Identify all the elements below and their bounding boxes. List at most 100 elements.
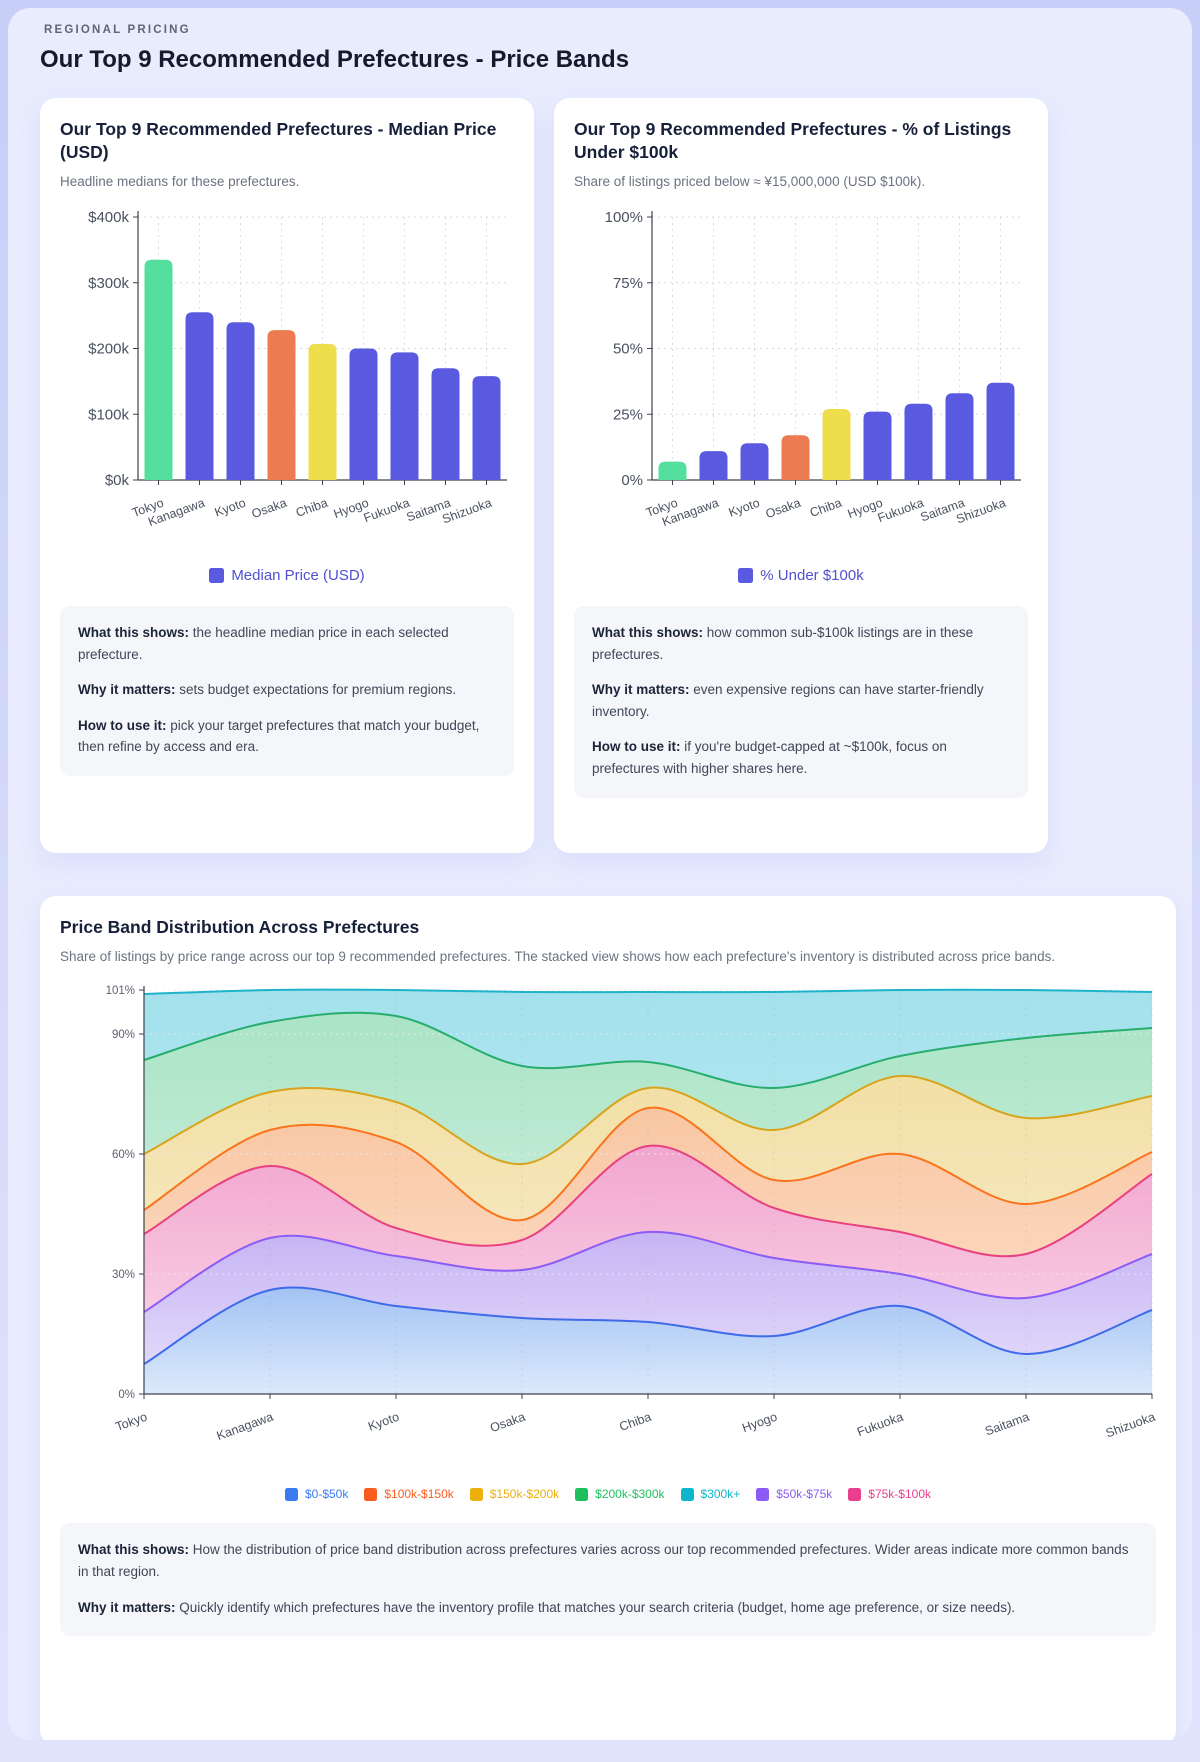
distribution-chart-legend: $0-$50k $100k-$150k $150k-$200k $200k-$300k… bbox=[60, 1487, 1156, 1501]
legend-item: $50k-$75k bbox=[756, 1487, 832, 1501]
legend-swatch bbox=[848, 1487, 862, 1501]
under100k-card-title: Our Top 9 Recommended Prefectures - % of… bbox=[574, 119, 1012, 162]
legend-item: $100k-$150k bbox=[364, 1487, 454, 1502]
top-cards-row: Our Top 9 Recommended Prefectures - Medi… bbox=[40, 98, 1160, 853]
x-tick-label: Kyoto bbox=[366, 1410, 401, 1434]
legend-swatch bbox=[680, 1487, 694, 1501]
legend-item: $300k+ bbox=[680, 1487, 740, 1501]
info-label: How to use it: bbox=[78, 717, 167, 733]
series-line-3 bbox=[143, 1107, 1153, 1222]
legend-item: $200k-$300k bbox=[575, 1487, 665, 1502]
legend-item: $75k-$100k bbox=[848, 1487, 931, 1501]
bar-kyoto bbox=[226, 322, 255, 481]
bar-saitama bbox=[431, 368, 460, 481]
legend-label: $50k-$75k bbox=[776, 1487, 833, 1502]
info-item: Why it matters: even expensive regions c… bbox=[592, 682, 984, 719]
x-tick-label: Chiba bbox=[618, 1410, 654, 1434]
series-line-0 bbox=[143, 1286, 1153, 1366]
legend-label: Median Price (USD) bbox=[231, 567, 365, 585]
series-line-6 bbox=[143, 988, 1153, 996]
section-eyebrow: REGIONAL PRICING bbox=[44, 24, 191, 36]
info-item: Why it matters: sets budget expectations… bbox=[78, 682, 457, 698]
distribution-info-box: What this shows: How the distribution of… bbox=[60, 1523, 1156, 1637]
bar-tokyo bbox=[658, 461, 687, 481]
under100k-chart-legend: % Under $100k bbox=[574, 567, 1028, 584]
info-item: What this shows: how common sub-$100k li… bbox=[592, 625, 974, 662]
y-tick-label: 0% bbox=[118, 1389, 135, 1401]
x-tick-label: Tokyo bbox=[114, 1410, 150, 1434]
median-card-title: Our Top 9 Recommended Prefectures - Medi… bbox=[60, 119, 497, 162]
area-band-0 bbox=[144, 1287, 1152, 1395]
info-item: Why it matters: Quickly identify which p… bbox=[78, 1599, 1016, 1615]
info-label: Why it matters: bbox=[78, 1599, 176, 1615]
x-tick-label: Fukuoka bbox=[855, 1410, 905, 1440]
bar-saitama bbox=[945, 393, 974, 481]
legend-label: $150k-$200k bbox=[489, 1487, 560, 1502]
legend-item: % Under $100k bbox=[738, 567, 864, 585]
y-tick-label: $300k bbox=[88, 275, 129, 292]
distribution-chart-wrap: 0% 30% 60% 90% 101% Tokyo Kanagawa Kyoto Osaka Ch… bbox=[60, 978, 1157, 1461]
legend-swatch bbox=[756, 1487, 770, 1501]
bar-shizuoka bbox=[986, 382, 1015, 481]
bar-fukuoka bbox=[390, 352, 419, 481]
info-item: How to use it: if you're budget-capped a… bbox=[592, 739, 947, 777]
bar-osaka bbox=[781, 435, 810, 481]
x-tick-label: Chiba bbox=[808, 496, 844, 520]
legend-label: $75k-$100k bbox=[868, 1487, 931, 1502]
info-label: Why it matters: bbox=[78, 682, 176, 698]
y-tick-label: $100k bbox=[88, 406, 129, 423]
legend-label: % Under $100k bbox=[760, 567, 864, 585]
median-chart-legend: Median Price (USD) bbox=[60, 567, 514, 584]
x-tick-label: Kanagawa bbox=[215, 1410, 275, 1443]
under100k-card: Our Top 9 Recommended Prefectures - % of… bbox=[554, 98, 1048, 853]
median-price-card: Our Top 9 Recommended Prefectures - Medi… bbox=[40, 98, 534, 853]
bar-tokyo bbox=[144, 259, 173, 481]
bar-fukuoka bbox=[904, 403, 933, 481]
x-tick-label: Osaka bbox=[250, 496, 289, 522]
legend-item: Median Price (USD) bbox=[209, 567, 365, 585]
legend-swatch bbox=[284, 1487, 298, 1501]
y-tick-label: $400k bbox=[88, 209, 129, 226]
y-tick-label: 30% bbox=[112, 1269, 135, 1281]
y-tick-label: 101% bbox=[106, 985, 135, 997]
info-label: How to use it: bbox=[592, 739, 681, 755]
y-tick-label: 0% bbox=[621, 472, 643, 489]
x-tick-label: Kyoto bbox=[213, 496, 248, 520]
info-label: What this shows: bbox=[592, 625, 703, 641]
bar-chiba bbox=[822, 409, 851, 481]
y-tick-label: $200k bbox=[88, 341, 129, 358]
legend-item: $0-$50k bbox=[284, 1487, 348, 1501]
bar-kyoto bbox=[740, 443, 769, 481]
y-tick-label: 60% bbox=[112, 1149, 135, 1161]
info-item: How to use it: pick your target prefectu… bbox=[78, 717, 480, 755]
info-label: What this shows: bbox=[78, 1542, 189, 1558]
series-line-2 bbox=[143, 1145, 1153, 1258]
bar-kanagawa bbox=[185, 312, 214, 481]
y-tick-label: 100% bbox=[605, 209, 643, 226]
price-band-area-chart: 0% 30% 60% 90% 101% Tokyo Kanagawa Kyoto Osaka Ch… bbox=[106, 985, 1157, 1443]
bar-hyogo bbox=[863, 411, 892, 481]
x-tick-label: Hyogo bbox=[740, 1410, 779, 1436]
under100k-chart-wrap: 0% 25% 50% 75% 100% Tokyo Kanagawa Kyoto Osaka Ch… bbox=[574, 203, 1028, 553]
y-tick-label: 25% bbox=[613, 406, 643, 423]
price-band-distribution-card: Price Band Distribution Across Prefectur… bbox=[40, 896, 1176, 1740]
under100k-card-subtitle: Share of listings priced below ≈ ¥15,000… bbox=[574, 173, 926, 189]
bar-osaka bbox=[267, 330, 296, 481]
bar-hyogo bbox=[349, 348, 378, 481]
info-label: Why it matters: bbox=[592, 682, 690, 698]
main-panel: REGIONAL PRICING Our Top 9 Recommended P… bbox=[8, 8, 1192, 1740]
y-tick-label: 75% bbox=[613, 275, 643, 292]
median-card-subtitle: Headline medians for these prefectures. bbox=[60, 173, 300, 189]
legend-label: $100k-$150k bbox=[384, 1487, 454, 1502]
legend-swatch bbox=[364, 1487, 378, 1501]
median-info-box: What this shows: the headline median pri… bbox=[60, 606, 514, 777]
page-title: Our Top 9 Recommended Prefectures - Pric… bbox=[40, 46, 630, 73]
page-content: REGIONAL PRICING Our Top 9 Recommended P… bbox=[8, 8, 1192, 1740]
x-tick-label: Fukuoka bbox=[876, 496, 926, 526]
series-line-5 bbox=[143, 1012, 1153, 1090]
legend-label: $200k-$300k bbox=[595, 1487, 665, 1502]
y-tick-label: $0k bbox=[105, 472, 130, 489]
info-label: What this shows: bbox=[78, 625, 189, 641]
